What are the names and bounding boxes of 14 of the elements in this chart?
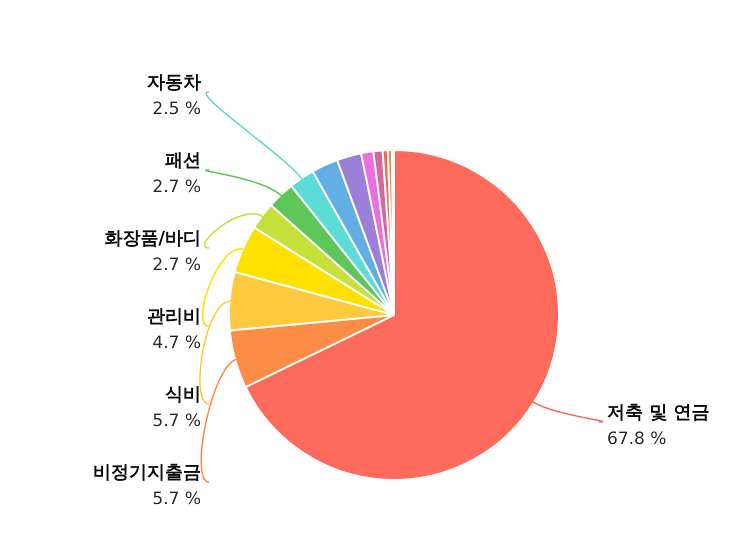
data-label: 2.7 % xyxy=(152,177,201,197)
slice-label: 자동차 xyxy=(147,72,201,93)
data-label: 5.7 % xyxy=(152,489,201,509)
data-label: 2.5 % xyxy=(152,99,201,119)
data-label: 67.8 % xyxy=(607,429,666,449)
slice-label: 화장품/바디 xyxy=(104,228,201,249)
data-label: 5.7 % xyxy=(152,411,201,431)
slice-label: 비정기지출금 xyxy=(93,462,201,483)
slice-label: 관리비 xyxy=(147,306,201,327)
slice-label: 패션 xyxy=(165,150,201,171)
slice-label: 저축 및 연금 xyxy=(607,402,710,423)
slice-label: 식비 xyxy=(165,384,201,405)
data-label: 2.7 % xyxy=(152,255,201,275)
data-label: 4.7 % xyxy=(152,333,201,353)
